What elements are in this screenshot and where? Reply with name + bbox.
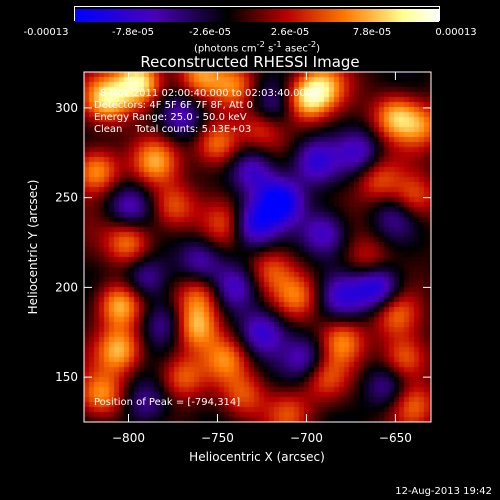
- colorbar-tick-label: -2.6e-05: [189, 27, 231, 38]
- chart-title: Reconstructed RHESSI Image: [140, 53, 360, 71]
- y-tick-label: 300: [55, 101, 78, 115]
- annotation-detectors: Detectors: 4F 5F 6F 7F 8F, Att 0: [94, 100, 254, 111]
- colorbar-gradient: [75, 9, 439, 22]
- annotation-energy: Energy Range: 25.0 - 50.0 keV: [94, 112, 247, 123]
- x-tick-label: −800: [112, 431, 145, 445]
- timestamp: 12-Aug-2013 19:42: [395, 486, 492, 497]
- y-tick-label: 200: [55, 280, 78, 294]
- colorbar: [74, 6, 440, 22]
- annotation-clean: Clean Total counts: 5.13E+03: [94, 124, 252, 135]
- y-tick-label: 150: [55, 370, 78, 384]
- colorbar-unit-label: (photons cm-2 s-1 asec-2): [193, 39, 321, 55]
- y-axis-label: Heliocentric Y (arcsec): [26, 180, 40, 315]
- x-tick-label: −700: [290, 431, 323, 445]
- colorbar-tick-label: 0.00013: [435, 27, 477, 38]
- x-tick-label: −650: [379, 431, 412, 445]
- annotation-time-range: 8-Nov-2011 02:00:40.000 to 02:03:40.000: [100, 88, 313, 99]
- colorbar-tick-label: -7.8e-05: [112, 27, 154, 38]
- y-tick-label: 250: [55, 191, 78, 205]
- colorbar-tick-label: 7.8e-05: [352, 27, 392, 38]
- colorbar-tick-label: 2.6e-05: [270, 27, 310, 38]
- x-tick-label: −750: [201, 431, 234, 445]
- annotation-peak: Position of Peak = [-794,314]: [94, 397, 241, 408]
- colorbar-tick-label: -0.00013: [23, 27, 69, 38]
- x-axis-label: Heliocentric X (arcsec): [189, 450, 325, 464]
